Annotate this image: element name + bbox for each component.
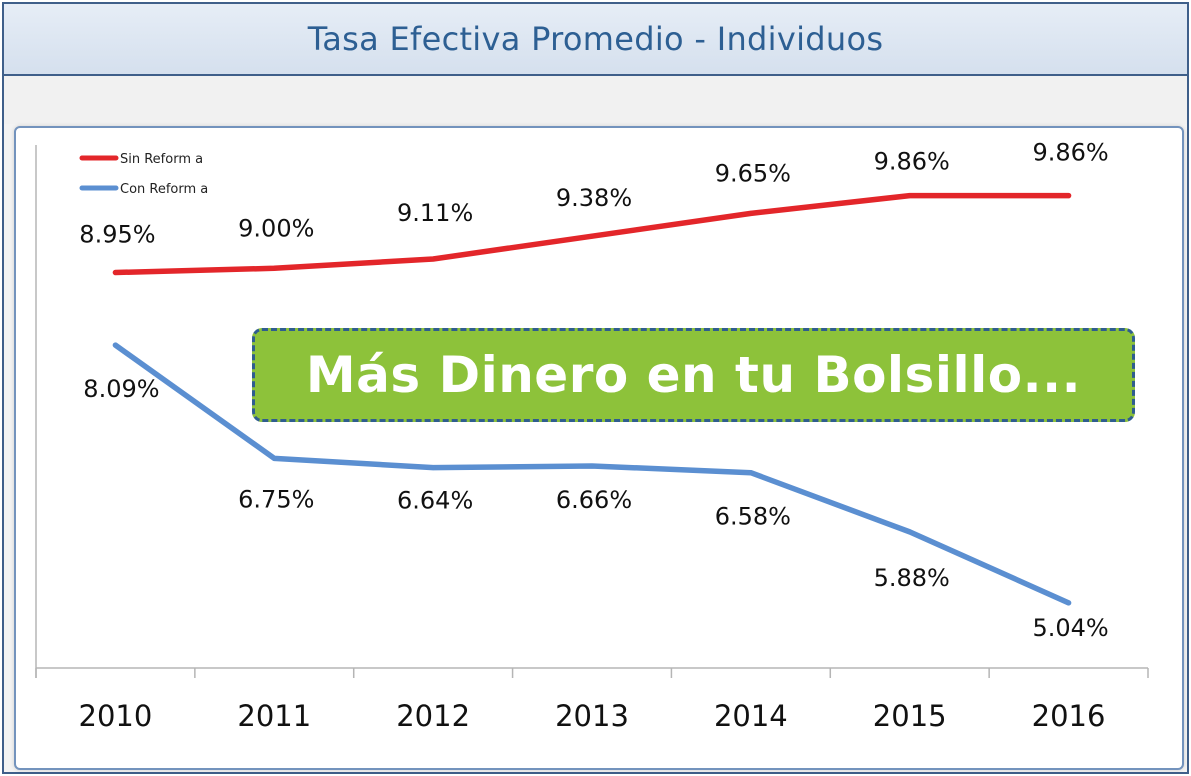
data-label: 9.86% [1032, 139, 1108, 167]
data-label: 8.95% [79, 221, 155, 249]
data-label: 9.65% [715, 159, 791, 187]
data-point [1066, 600, 1072, 606]
chart-header: Tasa Efectiva Promedio - Individuos [4, 4, 1187, 76]
data-label: 6.64% [397, 487, 473, 515]
callout-text: Más Dinero en tu Bolsillo... [305, 346, 1082, 404]
data-label: 9.86% [874, 148, 950, 176]
chart-title: Tasa Efectiva Promedio - Individuos [307, 20, 884, 58]
data-point [430, 256, 436, 262]
data-label: 8.09% [83, 375, 159, 403]
data-point [271, 455, 277, 461]
x-tick-label-2013: 2013 [555, 699, 629, 733]
legend-label-con-reforma: Con Reform a [120, 182, 208, 197]
data-label: 9.11% [397, 199, 473, 227]
data-label: 9.38% [556, 184, 632, 212]
x-tick-label-2012: 2012 [396, 699, 470, 733]
data-point [748, 210, 754, 216]
data-point [112, 342, 118, 348]
x-tick-label-2010: 2010 [79, 699, 153, 733]
data-label: 5.88% [874, 564, 950, 592]
data-point [589, 463, 595, 469]
x-tick-label-2014: 2014 [714, 699, 788, 733]
data-point [1066, 193, 1072, 199]
data-point [907, 529, 913, 535]
data-point [271, 265, 277, 271]
data-label: 5.04% [1032, 614, 1108, 642]
data-point [907, 193, 913, 199]
x-tick-label-2011: 2011 [237, 699, 311, 733]
header-band [4, 76, 1187, 124]
data-label: 6.66% [556, 486, 632, 514]
x-tick-label-2015: 2015 [873, 699, 947, 733]
data-label: 6.58% [715, 503, 791, 531]
data-point [748, 470, 754, 476]
data-point [589, 233, 595, 239]
callout-banner: Más Dinero en tu Bolsillo... [252, 328, 1135, 422]
legend-label-sin-reforma: Sin Reform a [120, 152, 203, 167]
data-label: 9.00% [238, 214, 314, 242]
data-point [430, 465, 436, 471]
data-label: 6.75% [238, 485, 314, 513]
data-point [112, 270, 118, 275]
x-tick-label-2016: 2016 [1032, 699, 1106, 733]
